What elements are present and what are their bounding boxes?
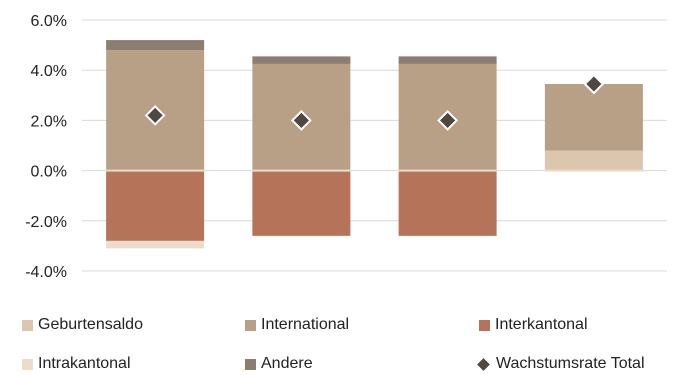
bar-segment-interkantonal-ms <box>252 170 351 236</box>
y-tick-label: -2.0% <box>25 214 67 231</box>
y-tick-label: -4.0% <box>25 264 67 281</box>
y-tick-label: 4.0% <box>31 63 67 80</box>
legend-label-wachstumsrate-total: Wachstumsrate Total <box>496 355 645 372</box>
legend-swatch-andere <box>245 358 256 370</box>
legend-label-international: International <box>261 316 350 333</box>
legend-label-intrakantonal: Intrakantonal <box>38 355 131 372</box>
legend-swatch-international <box>245 319 256 331</box>
bar-segment-international-ch <box>544 84 643 151</box>
legend-label-interkantonal: Interkantonal <box>495 316 588 333</box>
legend-swatch-interkantonal <box>479 319 490 331</box>
bar-segment-geburtensaldo-ch <box>544 150 643 171</box>
legend: Geburtensaldo International Interkantona… <box>0 300 679 372</box>
legend-item-intrakantonal: Intrakantonal <box>22 353 131 375</box>
stacked-bar-chart: 6.0%4.0%2.0%0.0%-2.0%-4.0% OGMSKTCH <box>25 13 667 281</box>
diamond-icon <box>477 357 490 371</box>
y-tick-label: 6.0% <box>31 13 67 30</box>
bar-segment-andere-ms <box>252 56 351 64</box>
growth-marker-og <box>144 104 166 126</box>
growth-marker-ch <box>583 73 605 95</box>
bar-segment-andere-kt <box>398 56 497 64</box>
growth-marker-ms <box>290 109 312 131</box>
y-tick-label: 0.0% <box>31 164 67 181</box>
growth-markers <box>144 73 605 131</box>
legend-item-andere: Andere <box>245 353 313 375</box>
y-tick-label: 2.0% <box>31 113 67 130</box>
legend-item-geburtensaldo: Geburtensaldo <box>22 314 143 336</box>
y-axis-ticks: 6.0% 4.0% 2.0% 0.0% -2.0% -4.0% <box>25 13 67 281</box>
legend-label-geburtensaldo: Geburtensaldo <box>38 316 143 333</box>
bar-segment-interkantonal-og <box>106 170 205 241</box>
legend-swatch-geburtensaldo <box>22 319 33 331</box>
legend-label-andere: Andere <box>261 355 313 372</box>
bars <box>106 40 643 249</box>
growth-marker-kt <box>437 109 459 131</box>
legend-swatch-intrakantonal <box>22 358 33 370</box>
legend-item-interkantonal: Interkantonal <box>479 314 588 336</box>
legend-item-wachstumsrate-total: Wachstumsrate Total <box>476 353 645 375</box>
bar-segment-intrakantonal-og <box>106 240 205 249</box>
legend-item-international: International <box>245 314 349 336</box>
bar-segment-andere-og <box>106 40 205 51</box>
bar-segment-interkantonal-kt <box>398 170 497 236</box>
